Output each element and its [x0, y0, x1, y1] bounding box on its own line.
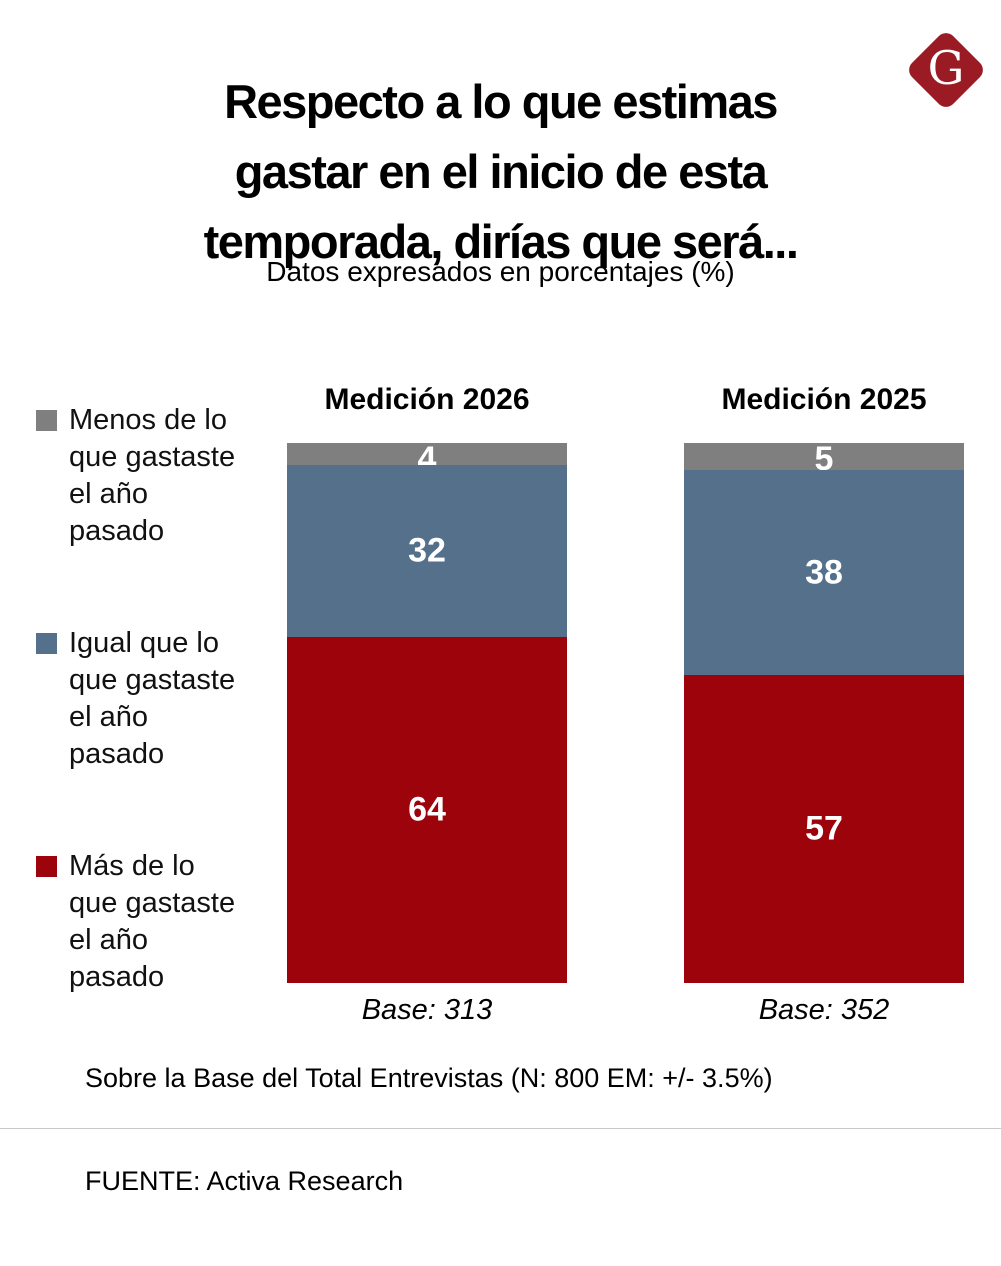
- stacked-bar-2025: 5 38 57: [684, 440, 964, 983]
- legend-swatch-red: [36, 856, 57, 877]
- segment-value-label: 57: [805, 809, 843, 848]
- segment-value-label: 5: [814, 440, 834, 478]
- source-credit: FUENTE: Activa Research: [85, 1166, 404, 1196]
- brand-logo: G: [904, 28, 988, 112]
- logo-letter-g: G: [927, 41, 965, 95]
- legend-label: Más de lo que gastaste el año pasado: [69, 850, 236, 993]
- bar-segment: 32: [287, 464, 567, 638]
- bar-segment: 5: [684, 440, 964, 478]
- chart-title: Respecto a lo que estimas gastar en el i…: [203, 75, 799, 269]
- stacked-bar-2026: 4 32 64: [287, 440, 567, 983]
- segment-value-label: 64: [408, 790, 446, 829]
- footer-divider: [0, 1128, 1001, 1129]
- bar-segment: 57: [684, 675, 964, 983]
- legend-item-igual: Igual que lo que gastaste el año pasado: [36, 625, 235, 773]
- segment-value-label: 32: [408, 531, 446, 570]
- legend-item-menos: Menos de lo que gastaste el año pasado: [36, 402, 235, 550]
- segment-value-label: 38: [805, 553, 843, 592]
- legend-swatch-gray: [36, 410, 57, 431]
- base-label-2026: Base: 313: [361, 994, 493, 1026]
- legend-item-mas: Más de lo que gastaste el año pasado: [36, 848, 235, 996]
- column-header-2026: Medición 2026: [324, 383, 530, 416]
- legend-swatch-blue: [36, 633, 57, 654]
- bar-segment: 64: [287, 637, 567, 983]
- column-header-2025: Medición 2025: [721, 383, 927, 416]
- chart-subtitle: Datos expresados en porcentajes (%): [266, 256, 735, 287]
- bar-segment: 38: [684, 470, 964, 676]
- legend-label: Menos de lo que gastaste el año pasado: [69, 404, 236, 547]
- bar-segment: 4: [287, 440, 567, 478]
- base-label-2025: Base: 352: [758, 994, 890, 1026]
- methodology-note: Sobre la Base del Total Entrevistas (N: …: [85, 1063, 773, 1093]
- legend-label: Igual que lo que gastaste el año pasado: [69, 627, 236, 770]
